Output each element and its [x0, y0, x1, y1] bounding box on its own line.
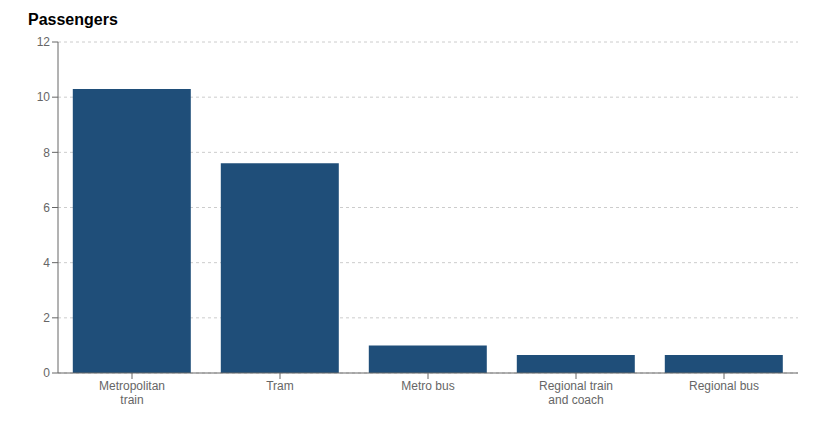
svg-text:0: 0 [43, 366, 50, 380]
svg-text:4: 4 [43, 256, 50, 270]
svg-text:2: 2 [43, 311, 50, 325]
svg-text:6: 6 [43, 201, 50, 215]
svg-text:Metro bus: Metro bus [401, 379, 454, 393]
svg-text:Tram: Tram [266, 379, 294, 393]
svg-text:Regional bus: Regional bus [689, 379, 759, 393]
svg-text:Regional trainand coach: Regional trainand coach [539, 379, 613, 407]
svg-text:Metropolitantrain: Metropolitantrain [99, 379, 165, 407]
svg-text:8: 8 [43, 146, 50, 160]
html-text:Passengers: Passengers [28, 11, 118, 28]
svg-text:12: 12 [37, 35, 51, 49]
svg-text:10: 10 [37, 90, 51, 104]
